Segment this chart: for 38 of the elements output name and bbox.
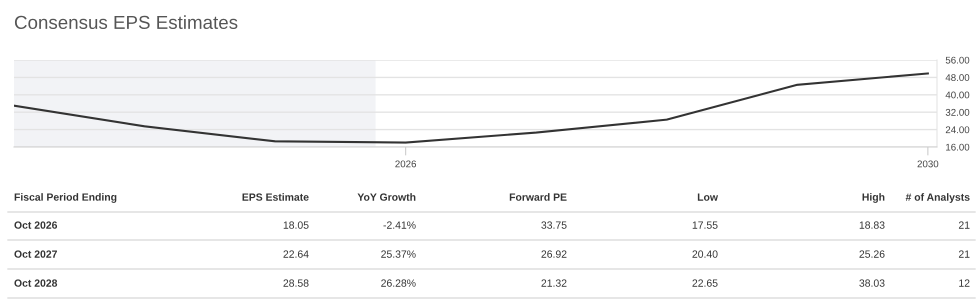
text: 21 <box>958 221 970 229</box>
text: Low <box>698 194 718 201</box>
text: Fiscal Period Ending <box>14 193 116 203</box>
text: 21 <box>958 250 970 258</box>
text: 22.64 <box>283 250 309 258</box>
line-series <box>14 72 929 144</box>
text: 17.55 <box>692 222 718 229</box>
x-tick-label: 2030 <box>918 160 938 168</box>
text: # of Analysts <box>906 193 970 203</box>
y-tick-label: 32.00 <box>946 108 970 116</box>
text: 25.37% <box>381 250 416 258</box>
text: 12 <box>959 279 970 287</box>
x-tick-label: 2026 <box>395 160 416 168</box>
text: 33.75 <box>541 221 567 229</box>
text: Oct 2026 <box>14 221 58 229</box>
text: YoY Growth <box>358 193 416 201</box>
text: Oct 2027 <box>14 250 57 258</box>
text: EPS Estimate <box>242 193 309 201</box>
text: 26.92 <box>541 250 566 258</box>
text: 25.26 <box>859 250 885 258</box>
chart-title: Consensus EPS Estimates <box>14 15 238 30</box>
text: -2.41% <box>383 221 416 229</box>
text: 21.32 <box>541 279 566 287</box>
y-tick-label: 56.00 <box>946 56 970 64</box>
y-tick-label: 40.00 <box>946 92 970 98</box>
text: 18.05 <box>284 221 309 229</box>
text: Oct 2028 <box>14 279 58 287</box>
text: High <box>862 193 884 203</box>
text: 38.03 <box>859 279 885 287</box>
y-tick-label: 24.00 <box>946 126 970 134</box>
text: 20.40 <box>692 250 718 258</box>
text: 22.65 <box>692 279 718 287</box>
text: 26.28% <box>381 279 416 287</box>
y-tick-label: 48.00 <box>946 74 970 82</box>
text: Forward PE <box>510 193 567 201</box>
y-tick-label: 16.00 <box>946 144 970 151</box>
text: 18.83 <box>860 221 885 229</box>
text: 28.58 <box>283 279 309 287</box>
